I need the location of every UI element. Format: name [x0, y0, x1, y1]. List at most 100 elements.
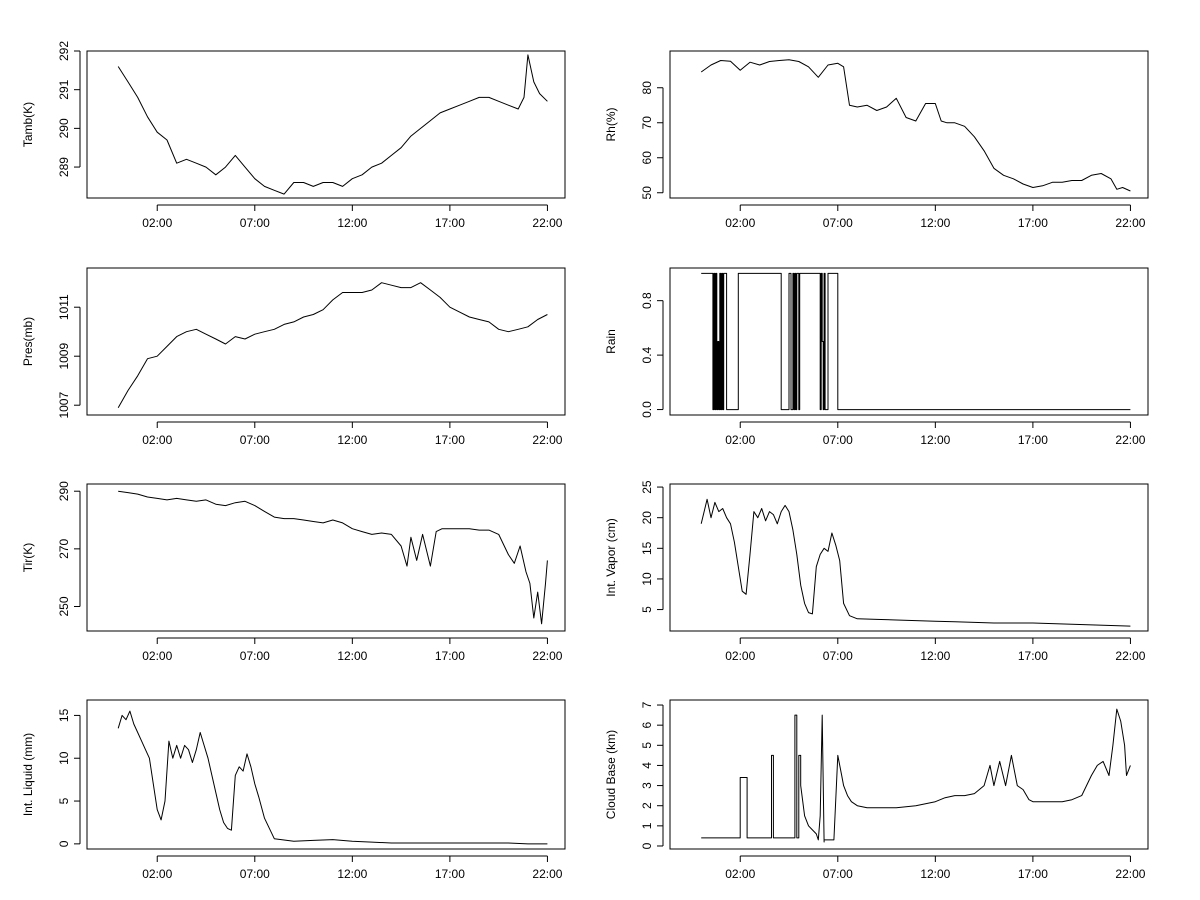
y-axis-label: Tir(K) — [21, 543, 35, 573]
x-tick-label: 17:00 — [1018, 867, 1048, 881]
y-axis-label: Rh(%) — [604, 107, 618, 141]
y-axis-label: Rain — [604, 329, 618, 354]
x-tick-label: 22:00 — [532, 216, 562, 230]
x-tick-label: 12:00 — [920, 216, 950, 230]
chart-panel-1: 02:00 07:00 12:00 17:00 22:00 289 290 291 292 Tam… — [21, 41, 566, 230]
y-tick-label: 270 — [57, 539, 71, 559]
y-tick-label: 2 — [640, 802, 654, 809]
y-tick-label: 1009 — [57, 343, 71, 370]
y-axis-label: Pres(mb) — [21, 317, 35, 366]
x-tick-label: 22:00 — [532, 433, 562, 447]
series-line — [117, 282, 548, 408]
y-tick-label: 250 — [57, 596, 71, 616]
x-tick-label: 12:00 — [920, 867, 950, 881]
y-tick-label: 5 — [57, 797, 71, 804]
x-tick-label: 22:00 — [1115, 433, 1145, 447]
series-line — [700, 498, 1131, 627]
y-tick-label: 5 — [640, 606, 654, 613]
plot-frame — [86, 699, 566, 850]
x-tick-label: 02:00 — [142, 867, 172, 881]
y-tick-label: 15 — [57, 708, 71, 722]
y-tick-label: 0.8 — [640, 292, 654, 309]
chart-panel-8: 02:00 07:00 12:00 17:00 22:00 0 1 2 3 4 5 6 7 Cloud B… — [604, 699, 1149, 881]
x-tick-label: 12:00 — [337, 216, 367, 230]
x-tick-label: 07:00 — [823, 649, 853, 663]
x-tick-label: 02:00 — [725, 649, 755, 663]
x-tick-label: 02:00 — [142, 216, 172, 230]
chart-panel-5: 02:00 07:00 12:00 17:00 22:00 250 270 290 Tir(K) — [21, 481, 566, 663]
x-tick-label: 07:00 — [823, 216, 853, 230]
x-tick-label: 02:00 — [725, 867, 755, 881]
series-line — [700, 59, 1131, 192]
y-tick-label: 80 — [640, 81, 654, 95]
x-tick-label: 22:00 — [532, 867, 562, 881]
y-tick-label: 10 — [640, 572, 654, 586]
x-tick-label: 12:00 — [337, 433, 367, 447]
x-tick-label: 12:00 — [920, 433, 950, 447]
series-line — [117, 710, 548, 845]
series-line — [118, 490, 548, 625]
y-tick-label: 289 — [57, 157, 71, 177]
y-axis-label: Int. Liquid (mm) — [21, 733, 35, 816]
plot-frame — [86, 483, 566, 632]
y-tick-label: 0 — [57, 840, 71, 847]
y-tick-label: 6 — [640, 722, 654, 729]
x-tick-label: 07:00 — [240, 867, 270, 881]
y-tick-label: 290 — [57, 481, 71, 501]
y-tick-label: 0.0 — [640, 401, 654, 418]
plot-frame — [669, 483, 1149, 632]
y-axis-label: Int. Vapor (cm) — [604, 518, 618, 596]
y-tick-label: 1011 — [57, 294, 71, 320]
x-tick-label: 22:00 — [1115, 216, 1145, 230]
y-axis-label: Cloud Base (km) — [604, 730, 618, 819]
y-tick-label: 25 — [640, 480, 654, 494]
x-tick-label: 22:00 — [532, 649, 562, 663]
series-line — [117, 54, 548, 195]
y-tick-label: 4 — [640, 762, 654, 769]
y-tick-label: 3 — [640, 782, 654, 789]
x-tick-label: 07:00 — [240, 216, 270, 230]
chart-panel-7: 02:00 07:00 12:00 17:00 22:00 0 5 10 15 Int. Liqu… — [21, 699, 566, 881]
x-tick-label: 17:00 — [1018, 216, 1048, 230]
y-tick-label: 1007 — [57, 392, 71, 419]
y-tick-label: 0 — [640, 842, 654, 849]
y-axis-label: Tamb(K) — [21, 102, 35, 147]
y-tick-label: 290 — [57, 118, 71, 138]
x-tick-label: 12:00 — [920, 649, 950, 663]
series-line — [701, 708, 1131, 843]
y-tick-label: 20 — [640, 511, 654, 525]
x-tick-label: 07:00 — [823, 433, 853, 447]
chart-panel-4: 02:00 07:00 12:00 17:00 22:00 0.0 0.4 0.8 Rain — [604, 267, 1149, 447]
x-tick-label: 22:00 — [1115, 867, 1145, 881]
y-tick-label: 292 — [57, 41, 71, 61]
y-tick-label: 5 — [640, 742, 654, 749]
x-tick-label: 07:00 — [823, 867, 853, 881]
x-tick-label: 02:00 — [142, 433, 172, 447]
y-tick-label: 70 — [640, 116, 654, 130]
y-tick-label: 10 — [57, 751, 71, 765]
x-tick-label: 02:00 — [725, 433, 755, 447]
plot-frame — [669, 50, 1149, 199]
x-tick-label: 22:00 — [1115, 649, 1145, 663]
chart-panel-2: 02:00 07:00 12:00 17:00 22:00 50 60 70 80 Rh(%) — [604, 50, 1149, 230]
chart-panel-3: 02:00 07:00 12:00 17:00 22:00 1007 1009 1011 Pre… — [21, 267, 566, 447]
y-tick-label: 7 — [640, 701, 654, 708]
chart-panel-6: 02:00 07:00 12:00 17:00 22:00 5 10 15 20 25 Int. V… — [604, 480, 1149, 663]
y-tick-label: 0.4 — [640, 346, 654, 363]
y-tick-label: 15 — [640, 541, 654, 555]
y-tick-label: 50 — [640, 186, 654, 200]
y-tick-label: 60 — [640, 151, 654, 165]
x-tick-label: 17:00 — [435, 867, 465, 881]
plot-frame — [86, 267, 566, 416]
y-tick-label: 1 — [640, 822, 654, 829]
series-line — [701, 272, 1131, 411]
x-tick-label: 17:00 — [1018, 649, 1048, 663]
plot-frame — [669, 699, 1149, 850]
y-tick-label: 291 — [57, 79, 71, 99]
x-tick-label: 12:00 — [337, 649, 367, 663]
x-tick-label: 17:00 — [435, 433, 465, 447]
x-tick-label: 17:00 — [435, 216, 465, 230]
x-tick-label: 17:00 — [1018, 433, 1048, 447]
x-tick-label: 07:00 — [240, 433, 270, 447]
